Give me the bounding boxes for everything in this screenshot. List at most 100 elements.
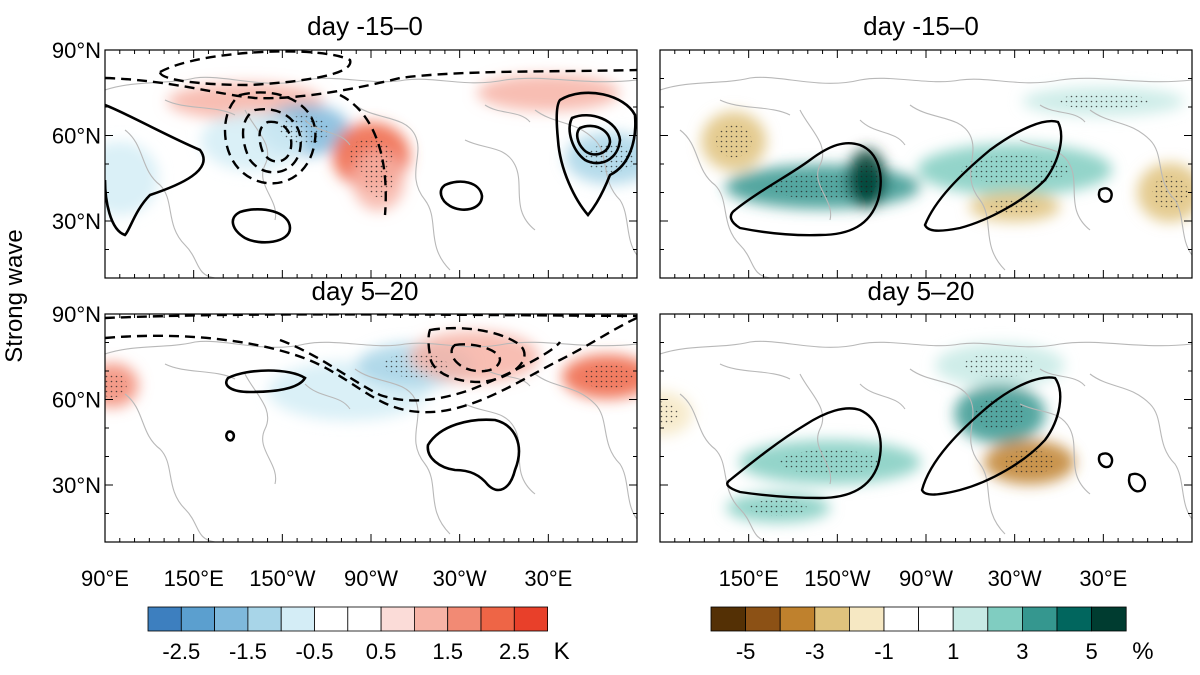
panel-temperature-after: [105, 314, 637, 542]
x-tick-label: 30°W: [988, 566, 1042, 591]
colorbar-label: 0.5: [366, 639, 397, 664]
panel-title-top-left: day -15–0: [307, 11, 423, 41]
y-tick-label: 90°N: [52, 302, 101, 327]
colorbar-cell: [779, 606, 816, 632]
colorbar-cell: [247, 606, 282, 632]
significance-stipple: [961, 155, 1069, 184]
panel-precip-before: [660, 50, 1192, 278]
colorbar-cell: [280, 606, 315, 632]
significance-stipple: [383, 353, 448, 378]
significance-stipple: [779, 449, 881, 475]
significance-stipple: [279, 115, 330, 145]
x-tick-label: 150°W: [804, 566, 871, 591]
colorbar-label: 5: [1085, 639, 1097, 664]
contour-negative: [339, 93, 387, 216]
colorbar-cell: [952, 606, 989, 632]
contour-positive: [555, 91, 637, 218]
colorbar-cell: [1022, 606, 1058, 632]
colorbar-unit: K: [554, 638, 570, 665]
x-tick-label: 90°W: [899, 566, 953, 591]
contour-positive: [439, 180, 484, 211]
colorbar-cell: [814, 606, 850, 632]
anomaly-warm-arctic-e: [476, 74, 620, 112]
y-tick-label: 90°N: [52, 38, 101, 63]
contour-negative: [279, 338, 562, 402]
contour-negative: [258, 120, 293, 163]
contour-positive: [105, 103, 205, 237]
x-tick-label: 150°E: [719, 566, 779, 591]
significance-stipple: [964, 353, 1036, 378]
significance-stipple: [1151, 176, 1188, 209]
x-tick-label: 150°E: [164, 566, 224, 591]
colorbar-cell: [380, 606, 415, 632]
colorbar-label: -1.5: [229, 639, 267, 664]
colorbar-cell: [987, 606, 1023, 632]
contour-positive: [568, 113, 622, 165]
contour-positive: [426, 418, 521, 492]
colorbar-label: -1: [874, 639, 894, 664]
storm-track-outline-atlantic: [923, 119, 1063, 232]
anomaly-cold-pacific-w: [200, 111, 305, 171]
contour-positive: [225, 430, 236, 442]
colorbar-cell: [347, 606, 382, 632]
significance-stipple: [349, 137, 393, 174]
colorbar-cell: [710, 606, 746, 632]
colorbar-label: -0.5: [296, 639, 334, 664]
significance-stipple: [1004, 449, 1055, 475]
colorbar-cell: [513, 606, 548, 632]
row-label-strong-wave: Strong wave: [1, 229, 28, 362]
significance-stipple: [856, 161, 878, 195]
significance-stipple: [974, 397, 1025, 431]
colorbar-cell: [147, 606, 182, 632]
significance-stipple: [1058, 93, 1149, 110]
panel-title-bottom-right: day 5–20: [868, 276, 975, 306]
x-tick-label: 30°E: [1079, 566, 1127, 591]
x-tick-label: 90°W: [344, 566, 398, 591]
stipple-layer: [660, 353, 1055, 516]
colorbar-cell: [745, 606, 781, 632]
storm-track-outline-pacific: [726, 407, 882, 500]
panel-precip-after: [660, 314, 1192, 542]
anomaly-cold-asia-w: [105, 141, 159, 216]
colorbar-cell: [214, 606, 249, 632]
significance-stipple: [716, 124, 752, 158]
colorbar-cell: [1091, 606, 1127, 632]
contour-negative: [427, 326, 526, 384]
colorbar-label: 3: [1016, 639, 1028, 664]
colorbar-label: -5: [736, 639, 756, 664]
colorbar-precipitation: -5 -3 -1 1 3 5%: [710, 606, 1154, 665]
significance-stipple: [582, 364, 633, 389]
panel-temperature-before: [105, 50, 637, 278]
panel-title-bottom-left: day 5–20: [312, 276, 419, 306]
colorbar-unit: %: [1132, 638, 1153, 665]
blob-layer: [660, 343, 1075, 523]
colorbar-label: 1: [947, 639, 959, 664]
contour-negative: [241, 108, 302, 174]
contour-negative: [105, 314, 637, 320]
y-tick-label: 30°N: [52, 209, 101, 234]
contour-positive: [575, 124, 612, 156]
y-tick-label: 60°N: [52, 124, 101, 149]
colorbar-label: -3: [805, 639, 825, 664]
colorbar-cell: [480, 606, 515, 632]
contour-negative: [223, 91, 317, 185]
significance-stipple: [660, 401, 678, 426]
contour-layer: [729, 119, 1113, 237]
significance-stipple: [768, 174, 877, 200]
storm-track-outline-small: [1127, 472, 1147, 493]
contour-positive: [225, 369, 307, 394]
contour-negative: [450, 343, 502, 373]
colorbar-cell: [918, 606, 954, 632]
x-tick-label: 30°E: [524, 566, 572, 591]
y-tick-label: 60°N: [52, 388, 101, 413]
contour-negative: [105, 68, 637, 100]
storm-track-outline-small: [1097, 187, 1113, 203]
colorbar-cell: [883, 606, 919, 632]
contour-layer: [105, 314, 637, 492]
colorbar-label: 2.5: [499, 639, 530, 664]
y-tick-label: 30°N: [52, 473, 101, 498]
colorbar-temperature: -2.5 -1.5 -0.5 0.5 1.5 2.5 K: [147, 606, 570, 665]
colorbar-label: 1.5: [432, 639, 463, 664]
significance-stipple: [749, 499, 807, 516]
axes: 90°N 60°N 30°N 90°N 60°N 30°N 90°E 150°E 150°W 90…: [52, 38, 1193, 591]
